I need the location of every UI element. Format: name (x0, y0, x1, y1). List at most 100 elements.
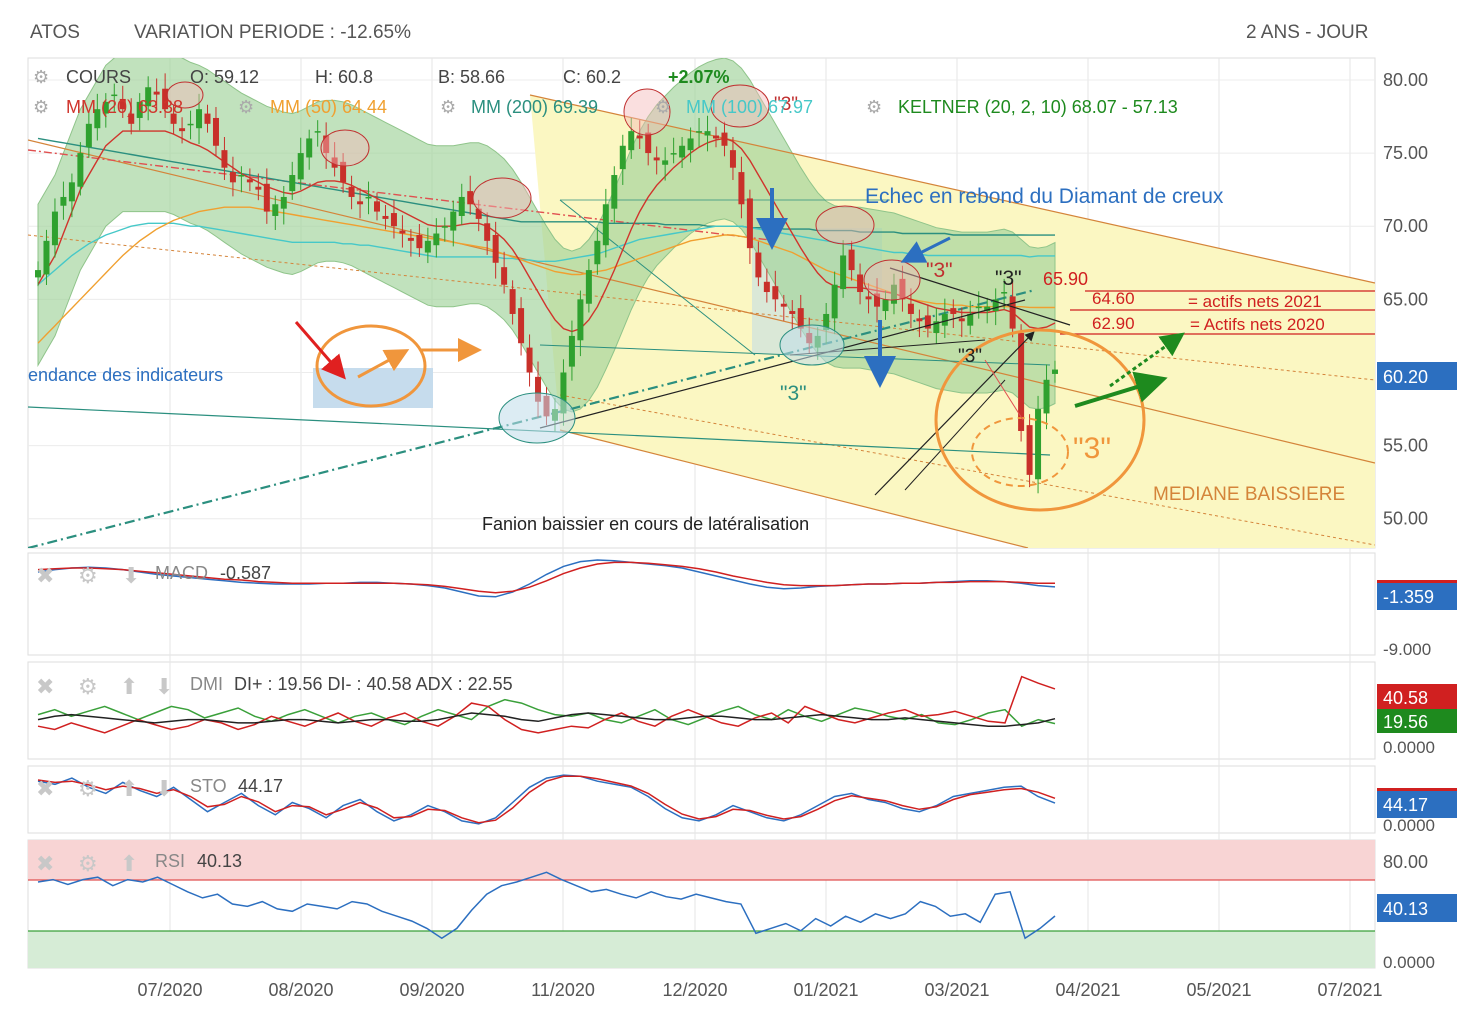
sto-lines (37, 774, 1056, 825)
pivot-circle-7 (863, 259, 921, 301)
rsi-gear-icon[interactable]: ⚙ (78, 852, 98, 877)
pivot-circle-3 (472, 177, 532, 219)
candle-body (950, 308, 957, 314)
rsi-header: ✖ ⚙ ⬆ RSI 40.13 (36, 851, 242, 877)
green-arrow-solid (1074, 371, 1168, 408)
dmi-minus-tag (1377, 684, 1457, 710)
candle-body (450, 211, 457, 231)
price-tick-label: 75.00 (1383, 143, 1428, 163)
macd-axis-min: -9.000 (1383, 640, 1431, 659)
candle-body (289, 175, 296, 192)
dmi-gear-icon[interactable]: ⚙ (78, 675, 98, 700)
keltner-gear-icon[interactable]: ⚙ (866, 97, 882, 118)
sto-axis: 44.17 0.0000 (1377, 788, 1457, 835)
candle-body (35, 270, 41, 278)
pivot-circle-1 (166, 81, 204, 109)
candle-body (763, 281, 770, 293)
green-arrow-dotted (1109, 332, 1185, 388)
candle-body (136, 101, 143, 118)
price-tick-label: 70.00 (1383, 216, 1428, 236)
candle-body (560, 372, 567, 414)
rsi-close-icon[interactable]: ✖ (36, 852, 54, 877)
sto-gear-icon[interactable]: ⚙ (78, 777, 98, 802)
sto-close-icon[interactable]: ✖ (36, 777, 54, 802)
sto-value: 44.17 (238, 776, 283, 796)
price-tick-label: 80.00 (1383, 70, 1428, 90)
dmi-plus-tag (1377, 709, 1457, 733)
candle-body (475, 208, 482, 219)
actifs-2021-label: = actifs nets 2021 (1188, 292, 1322, 311)
annotation-fanion: Fanion baissier en cours de latéralisati… (482, 514, 809, 534)
mm20-gear-icon[interactable]: ⚙ (33, 97, 49, 118)
macd-header: ✖ ⚙ ⬇ MACD -0.587 (36, 563, 271, 589)
macd-close-icon[interactable]: ✖ (36, 564, 54, 589)
dmi-up-arrow-icon[interactable]: ⬆ (120, 675, 138, 700)
macd-value: -0.587 (220, 563, 271, 583)
dmi-close-icon[interactable]: ✖ (36, 675, 54, 700)
candle-body (653, 157, 660, 161)
annotation-tendance: endance des indicateurs (28, 365, 223, 385)
mm200-gear-icon[interactable]: ⚙ (440, 97, 456, 118)
candle-body (323, 135, 330, 154)
candle-body (780, 303, 787, 307)
x-tick-label: 12/2020 (662, 980, 727, 1000)
legend-mm100: MM (100) 67.97 (686, 97, 813, 117)
legend-mm200: MM (200) 69.39 (471, 97, 598, 117)
legend-open: O: 59.12 (190, 67, 259, 87)
period-selector[interactable]: 2 ANS - JOUR (1246, 22, 1369, 43)
candle-body (704, 131, 711, 136)
legend-mm20: MM (20) 63.38 (66, 97, 183, 117)
candle-body (484, 223, 491, 241)
candle-body (941, 313, 948, 326)
candle-body (433, 233, 440, 246)
dmi-series-di (37, 698, 1056, 728)
candle-body (958, 318, 965, 322)
candle-body (568, 335, 575, 367)
macd-down-arrow-icon[interactable]: ⬇ (122, 564, 140, 589)
candle-body (984, 306, 991, 312)
low-circle-1 (498, 392, 576, 444)
orange-circle-small (315, 324, 427, 408)
candle-body (645, 132, 652, 154)
dmi-panel (27, 661, 1376, 760)
dmi-down-arrow-icon[interactable]: ⬇ (155, 675, 173, 700)
cours-gear-icon[interactable]: ⚙ (33, 67, 49, 88)
sto-down-arrow-icon[interactable]: ⬇ (155, 777, 173, 802)
legend-mm50: MM (50) 64.44 (270, 97, 387, 117)
candle-body (594, 240, 601, 265)
candle-body (170, 113, 177, 124)
red-guide-line (984, 359, 1024, 421)
macd-tag (1377, 582, 1457, 610)
candle-body (340, 161, 347, 183)
period-variation: VARIATION PERIODE : -12.65% (134, 22, 411, 43)
candle-body (899, 278, 906, 300)
median-dotted-2 (559, 394, 1375, 546)
macd-gear-icon[interactable]: ⚙ (78, 564, 98, 589)
candle-body (60, 196, 67, 206)
rsi-axis-min: 0.0000 (1383, 953, 1435, 972)
candle-body (577, 299, 584, 341)
pivot-circle-4 (623, 88, 671, 136)
rsi-label: RSI (155, 851, 185, 871)
rsi-up-arrow-icon[interactable]: ⬆ (120, 852, 138, 877)
candle-body (407, 237, 414, 241)
dmi-plus-value: 19.56 (1383, 712, 1428, 732)
low-circle-2 (779, 324, 845, 366)
candle-body (441, 226, 448, 228)
mm50-gear-icon[interactable]: ⚙ (238, 97, 254, 118)
macd-panel (27, 552, 1376, 656)
macd-label: MACD (155, 563, 208, 583)
candle-body (314, 131, 321, 133)
candle-body (492, 234, 499, 263)
orange-arrow-1 (357, 349, 410, 379)
candle-body (1026, 425, 1033, 475)
candle-body (933, 321, 940, 333)
mm100-gear-icon[interactable]: ⚙ (655, 97, 671, 118)
candle-body (77, 153, 84, 187)
candle-body (238, 175, 245, 177)
sto-up-arrow-icon[interactable]: ⬆ (120, 777, 138, 802)
candle-body (916, 318, 923, 322)
rsi-axis: 80.00 40.13 0.0000 (1377, 852, 1457, 972)
dmi-axis-min: 0.0000 (1383, 738, 1435, 757)
